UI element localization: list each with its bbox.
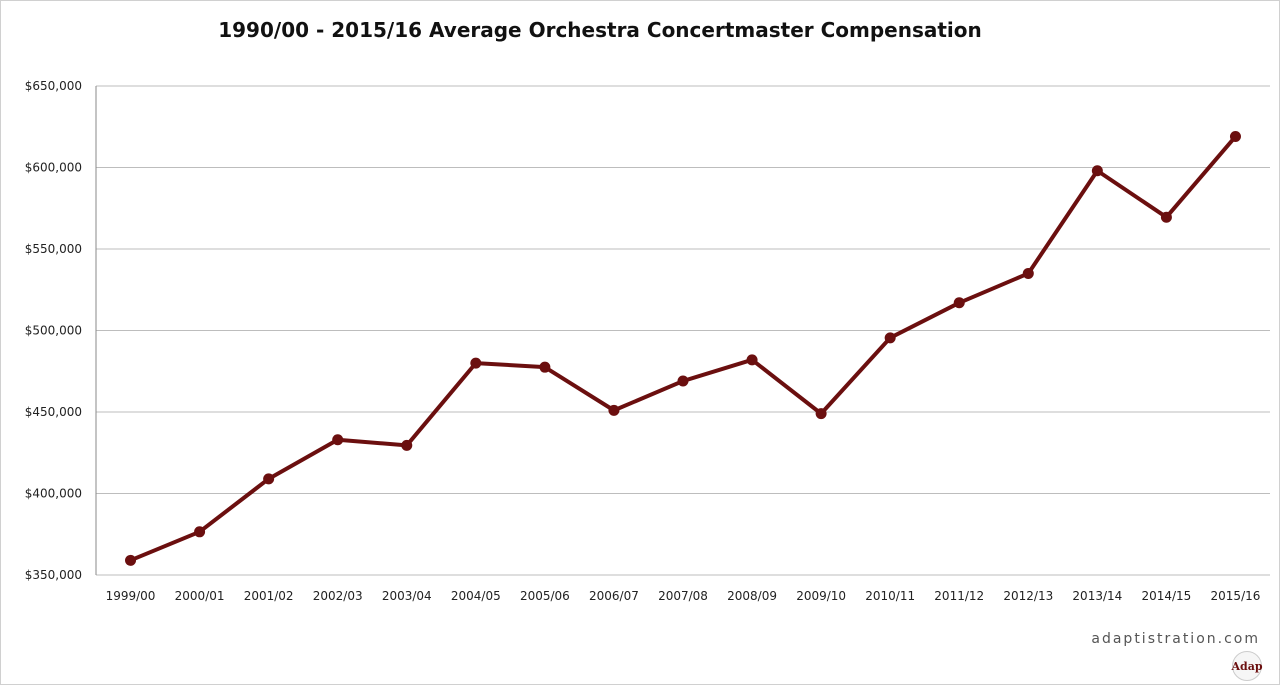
grid-layer [96, 85, 1270, 576]
x-tick-label: 2012/13 [1003, 589, 1053, 603]
x-tick-label: 2015/16 [1211, 589, 1261, 603]
x-tick-label: 2000/01 [175, 589, 225, 603]
y-tick-label: $550,000 [25, 242, 82, 256]
x-tick-label: 2005/06 [520, 589, 570, 603]
x-tick-labels: 1999/00 2000/01 2001/02 2002/03 2003/04 2004/… [106, 589, 1261, 603]
data-point[interactable] [332, 434, 344, 446]
data-point[interactable] [1229, 131, 1241, 143]
x-tick-label: 2009/10 [796, 589, 846, 603]
adaptistration-logo-icon: Adap [1231, 651, 1263, 681]
x-tick-label: 2014/15 [1141, 589, 1191, 603]
x-tick-label: 2006/07 [589, 589, 639, 603]
data-point[interactable] [125, 554, 137, 566]
series-layer [125, 131, 1241, 566]
y-tick-label: $500,000 [25, 324, 82, 338]
data-point[interactable] [539, 361, 551, 373]
y-tick-label: $400,000 [25, 487, 82, 501]
data-point[interactable] [401, 439, 413, 451]
x-tick-label: 2004/05 [451, 589, 501, 603]
x-tick-label: 2008/09 [727, 589, 777, 603]
data-point[interactable] [953, 297, 965, 309]
x-tick-label: 2001/02 [244, 589, 294, 603]
data-point[interactable] [608, 404, 620, 416]
data-point[interactable] [815, 408, 827, 420]
y-tick-labels: $350,000 $400,000 $450,000 $500,000 $550,000… [25, 79, 82, 582]
data-point[interactable] [1091, 165, 1103, 177]
x-tick-label: 2007/08 [658, 589, 708, 603]
x-tick-label: 2011/12 [934, 589, 984, 603]
data-point[interactable] [470, 357, 482, 369]
data-point[interactable] [1022, 267, 1034, 279]
y-tick-label: $450,000 [25, 405, 82, 419]
chart-title: 1990/00 - 2015/16 Average Orchestra Conc… [218, 18, 982, 42]
x-tick-label: 2010/11 [865, 589, 915, 603]
data-point[interactable] [884, 332, 896, 344]
x-tick-label: 2003/04 [382, 589, 432, 603]
data-point[interactable] [1160, 211, 1172, 223]
y-tick-label: $600,000 [25, 161, 82, 175]
data-point[interactable] [746, 354, 758, 366]
y-tick-label: $650,000 [25, 79, 82, 93]
x-tick-label: 2013/14 [1072, 589, 1122, 603]
x-tick-label: 2002/03 [313, 589, 363, 603]
watermark-text: adaptistration.com [1091, 631, 1260, 647]
data-point[interactable] [194, 526, 206, 538]
data-point[interactable] [677, 375, 689, 387]
data-point[interactable] [263, 473, 275, 485]
x-tick-label: 1999/00 [106, 589, 156, 603]
series-line [128, 134, 1238, 563]
y-tick-label: $350,000 [25, 568, 82, 582]
